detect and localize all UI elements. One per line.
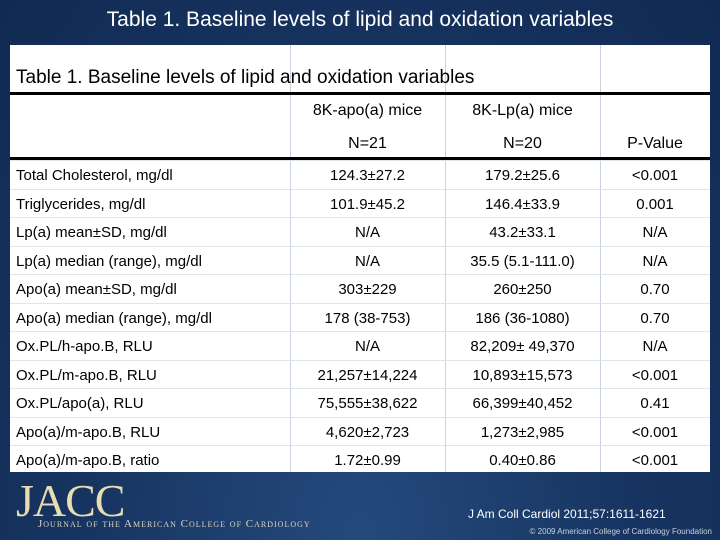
table-row: Apo(a)/m-apo.B, ratio 1.72±0.99 0.40±0.86 <…	[10, 445, 710, 475]
jacc-logo-subtitle: Journal of the American College of Cardi…	[38, 518, 311, 530]
value-8k-apoa: 303±229	[338, 281, 397, 298]
p-value: <0.001	[631, 423, 679, 441]
header-n20: N=20	[503, 135, 542, 152]
value-8k-apoa: 178 (38-753)	[324, 309, 411, 327]
row-label: Apo(a) median (range), mg/dl	[16, 309, 212, 327]
value-8k-apoa: 21,257±14,224	[317, 366, 418, 384]
table-title: Table 1. Baseline levels of lipid and ox…	[16, 67, 475, 88]
table-row: Ox.PL/m-apo.B, RLU 21,257±14,224 10,893±15…	[10, 359, 710, 390]
row-label: Lp(a) mean±SD, mg/dl	[16, 224, 167, 241]
jacc-logo: JACC	[16, 475, 125, 526]
value-8k-apoa: 124.3±27.2	[330, 167, 405, 184]
value-8k-lpa: 186 (36-1080)	[475, 309, 570, 327]
p-value: 0.70	[640, 309, 670, 327]
header-8k-apoa: 8K-apo(a) mice	[312, 102, 423, 119]
row-label: Ox.PL/m-apo.B, RLU	[16, 366, 157, 384]
value-8k-lpa: 35.5 (5.1-111.0)	[470, 252, 575, 270]
value-8k-lpa: 146.4±33.9	[485, 195, 560, 213]
copyright: © 2009 American College of Cardiology Fo…	[529, 527, 712, 536]
table-row: Total Cholesterol, mg/dl 124.3±27.2 179.2±…	[10, 160, 710, 190]
row-label: Lp(a) median (range), mg/dl	[16, 252, 202, 270]
column-divider	[445, 45, 446, 472]
value-8k-apoa: N/A	[354, 224, 380, 241]
value-8k-apoa: 75,555±38,622	[317, 395, 418, 412]
header-8k-lpa: 8K-Lp(a) mice	[472, 102, 573, 119]
p-value: 0.41	[640, 395, 670, 412]
table-row: Ox.PL/h-apo.B, RLU N/A 82,209± 49,370 N/A	[10, 331, 710, 361]
value-8k-lpa: 260±250	[493, 281, 552, 298]
row-label: Apo(a)/m-apo.B, RLU	[16, 423, 161, 441]
value-8k-lpa: 179.2±25.6	[485, 167, 560, 184]
value-8k-lpa: 10,893±15,573	[472, 366, 573, 384]
row-label: Apo(a)/m-apo.B, ratio	[16, 452, 160, 469]
table-row: Apo(a) mean±SD, mg/dl 303±229 260±250 0.70	[10, 274, 710, 304]
value-8k-lpa: 0.40±0.86	[489, 452, 556, 469]
rule	[10, 92, 710, 95]
table-row: Apo(a)/m-apo.B, RLU 4,620±2,723 1,273±2,98…	[10, 416, 710, 447]
rule	[10, 157, 710, 160]
table-row: Triglycerides, mg/dl 101.9±45.2 146.4±33.9…	[10, 188, 710, 219]
p-value: 0.70	[640, 281, 670, 298]
row-label: Ox.PL/h-apo.B, RLU	[16, 338, 153, 355]
value-8k-apoa: 4,620±2,723	[325, 423, 410, 441]
table-row: Ox.PL/apo(a), RLU 75,555±38,622 66,399±40,…	[10, 388, 710, 418]
p-value: <0.001	[631, 366, 679, 384]
slide-title: Table 1. Baseline levels of lipid and ox…	[106, 8, 614, 31]
table-panel: Table 1. Baseline levels of lipid and ox…	[10, 45, 710, 472]
column-divider	[290, 45, 291, 472]
p-value: 0.001	[636, 195, 674, 213]
value-8k-lpa: 1,273±2,985	[480, 423, 565, 441]
citation: J Am Coll Cardiol 2011;57:1611-1621	[468, 507, 666, 521]
value-8k-lpa: 66,399±40,452	[472, 395, 573, 412]
column-divider	[600, 45, 601, 472]
p-value: N/A	[642, 252, 668, 270]
p-value: <0.001	[631, 167, 679, 184]
row-label: Ox.PL/apo(a), RLU	[16, 395, 144, 412]
p-value: N/A	[642, 224, 668, 241]
p-value: <0.001	[631, 452, 679, 469]
table-row: Lp(a) median (range), mg/dl N/A 35.5 (5.1-…	[10, 245, 710, 276]
header-n21: N=21	[348, 135, 387, 152]
value-8k-apoa: N/A	[354, 252, 380, 270]
row-label: Apo(a) mean±SD, mg/dl	[16, 281, 177, 298]
value-8k-lpa: 43.2±33.1	[489, 224, 556, 241]
row-label: Total Cholesterol, mg/dl	[16, 167, 173, 184]
table-row: Lp(a) mean±SD, mg/dl N/A 43.2±33.1 N/A	[10, 217, 710, 247]
value-8k-apoa: 1.72±0.99	[334, 452, 401, 469]
table-row: Apo(a) median (range), mg/dl 178 (38-753)…	[10, 302, 710, 333]
value-8k-lpa: 82,209± 49,370	[470, 338, 575, 355]
row-label: Triglycerides, mg/dl	[16, 195, 146, 213]
value-8k-apoa: 101.9±45.2	[330, 195, 405, 213]
header-p-value: P-Value	[627, 135, 683, 152]
value-8k-apoa: N/A	[354, 338, 380, 355]
p-value: N/A	[642, 338, 668, 355]
